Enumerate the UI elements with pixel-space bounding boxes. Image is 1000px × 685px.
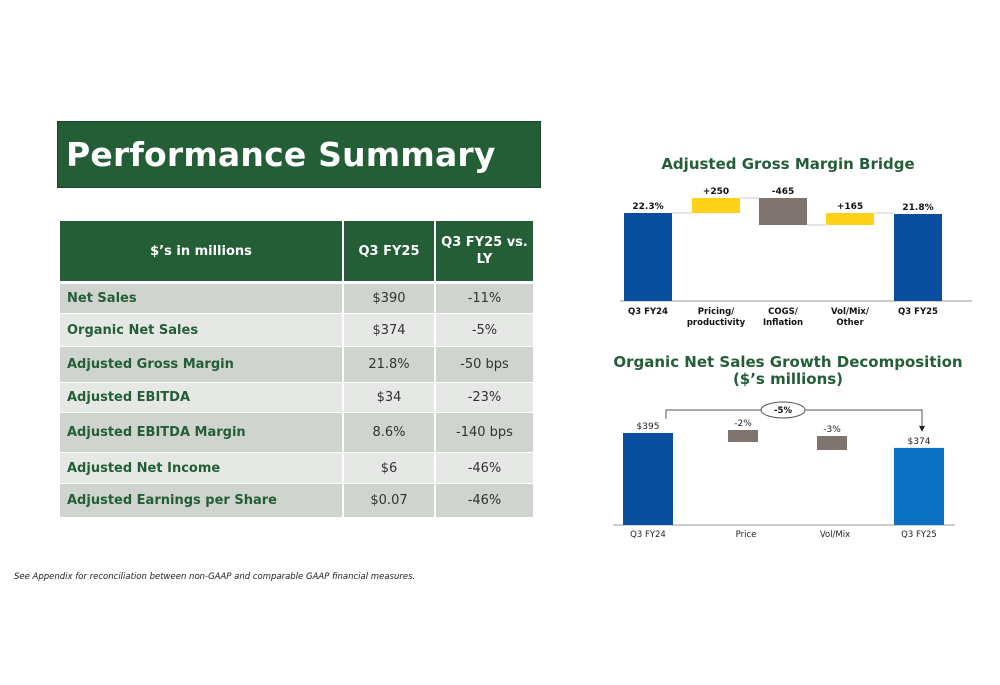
table-row: Adjusted EBITDA $34 -23% (60, 382, 533, 413)
table-row: Adjusted Gross Margin 21.8% -50 bps (60, 346, 533, 383)
metric-cell: Adjusted Earnings per Share (60, 483, 344, 518)
change-cell: -46% (435, 452, 533, 484)
category-label: Q3 FY25 (898, 307, 938, 317)
arrow-head-icon (919, 425, 925, 432)
value-cell: 8.6% (343, 412, 436, 453)
category-label: Pricing/ (698, 307, 735, 317)
total-change-badge (760, 401, 806, 419)
data-label: -3% (823, 425, 841, 435)
data-label: $395 (637, 422, 660, 432)
bar (624, 213, 672, 301)
page-title: Performance Summary (66, 135, 496, 174)
data-label: $374 (908, 437, 931, 447)
metric-cell: Adjusted Gross Margin (60, 346, 344, 383)
bar (759, 198, 807, 225)
change-cell: -50 bps (435, 346, 533, 383)
gross-margin-bridge-chart: 22.3% Q3 FY24 +250 Pricing/productivity -465… (620, 187, 972, 328)
organic-sales-chart-title-line: ($’s millions) (732, 370, 844, 388)
performance-table: $’s in millions Q3 FY25 Q3 FY25 vs. LY N… (60, 221, 533, 518)
total-change-label: -5% (774, 406, 792, 416)
table-row: Adjusted Earnings per Share $0.07 -46% (60, 483, 533, 518)
change-cell: -23% (435, 382, 533, 413)
value-cell: $6 (343, 452, 436, 484)
table-row: Adjusted Net Income $6 -46% (60, 452, 533, 484)
category-label: Vol/Mix/ (831, 307, 870, 317)
column-header-metric: $’s in millions (60, 221, 344, 284)
organic-sales-chart-title-line: Organic Net Sales Growth Decomposition (613, 353, 963, 371)
change-cell: -11% (435, 282, 533, 314)
table-row: Adjusted EBITDA Margin 8.6% -140 bps (60, 412, 533, 453)
table-header-row: $’s in millions Q3 FY25 Q3 FY25 vs. LY (60, 221, 533, 284)
table-row: Organic Net Sales $374 -5% (60, 313, 533, 347)
category-label: Q3 FY24 (628, 307, 668, 317)
metric-cell: Adjusted EBITDA (60, 382, 344, 413)
page-title-banner: Performance Summary (57, 121, 541, 188)
value-cell: $34 (343, 382, 436, 413)
bar (728, 430, 758, 442)
metric-cell: Organic Net Sales (60, 313, 344, 347)
column-header-vs-ly: Q3 FY25 vs. LY (435, 221, 533, 284)
data-label: -465 (772, 187, 795, 197)
category-label: COGS/ (768, 307, 799, 317)
value-cell: $0.07 (343, 483, 436, 518)
metric-cell: Net Sales (60, 282, 344, 314)
bar (817, 436, 847, 450)
bar (692, 198, 740, 213)
data-label: +165 (837, 202, 863, 212)
category-label: Q3 FY25 (901, 530, 937, 540)
bar (623, 433, 673, 525)
value-cell: 21.8% (343, 346, 436, 383)
metric-cell: Adjusted EBITDA Margin (60, 412, 344, 453)
change-cell: -46% (435, 483, 533, 518)
data-label: 21.8% (902, 203, 933, 213)
table-row: Net Sales $390 -11% (60, 282, 533, 314)
data-label: -2% (734, 419, 752, 429)
category-label: Inflation (763, 318, 803, 328)
organic-sales-decomposition-chart: $395 Q3 FY24 -2% Price -3% Vol/Mix $374 Q3 FY25… (613, 401, 955, 540)
bar (894, 214, 942, 301)
category-label: Vol/Mix (820, 530, 850, 540)
gross-margin-chart-title: Adjusted Gross Margin Bridge (661, 155, 915, 173)
category-label: Q3 FY24 (630, 530, 666, 540)
bar (826, 213, 874, 225)
organic-sales-chart-title: Organic Net Sales Growth Decomposition (… (598, 354, 978, 388)
data-label: +250 (703, 187, 729, 197)
column-header-q3fy25: Q3 FY25 (343, 221, 436, 284)
bar (894, 447, 944, 525)
category-label: Other (836, 318, 864, 328)
category-label: Price (736, 530, 757, 540)
change-cell: -5% (435, 313, 533, 347)
change-cell: -140 bps (435, 412, 533, 453)
category-label: productivity (687, 318, 746, 328)
footnote: See Appendix for reconciliation between … (14, 572, 416, 582)
value-cell: $390 (343, 282, 436, 314)
value-cell: $374 (343, 313, 436, 347)
data-label: 22.3% (632, 202, 663, 212)
metric-cell: Adjusted Net Income (60, 452, 344, 484)
